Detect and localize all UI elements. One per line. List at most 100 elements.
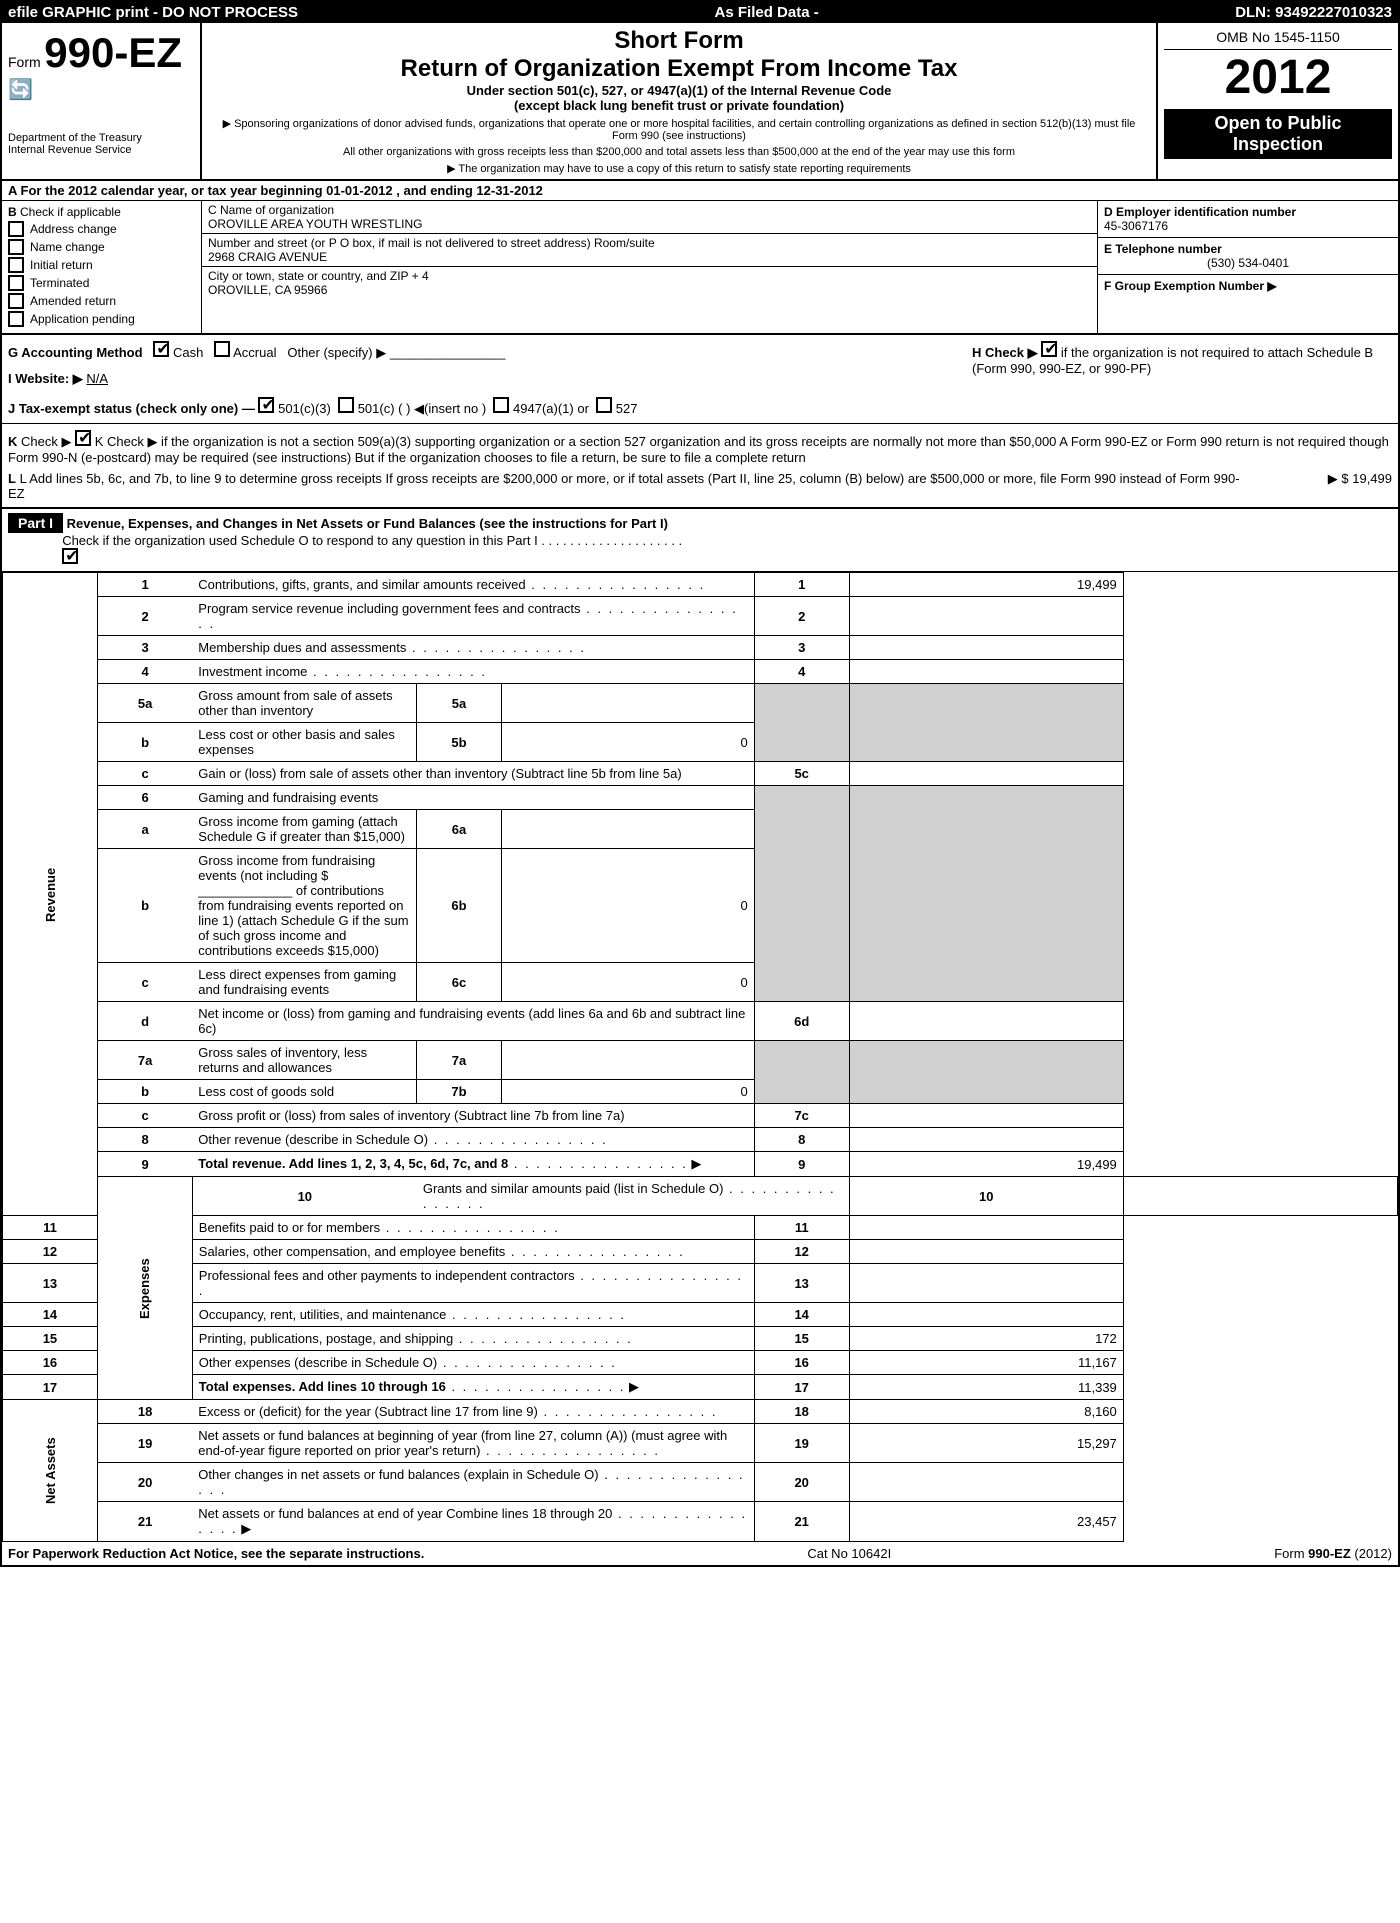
side-expenses: Expenses: [97, 1177, 192, 1400]
part-1-label: Part I: [8, 513, 63, 533]
line-17-desc: Total expenses. Add lines 10 through 16: [199, 1379, 446, 1394]
line-16-desc: Other expenses (describe in Schedule O): [199, 1355, 437, 1370]
check-501c[interactable]: [338, 397, 354, 413]
line-19-value: 15,297: [849, 1424, 1123, 1463]
line-7a-desc: Gross sales of inventory, less returns a…: [198, 1045, 367, 1075]
group-exemption: F Group Exemption Number ▶: [1104, 279, 1392, 293]
line-3-desc: Membership dues and assessments: [198, 640, 406, 655]
entity-grid: B Check if applicable Address change Nam…: [2, 201, 1398, 335]
line-6c-desc: Less direct expenses from gaming and fun…: [198, 967, 396, 997]
check-k[interactable]: [75, 430, 91, 446]
line-5c-desc: Gain or (loss) from sale of assets other…: [198, 766, 681, 781]
subtitle-1: Under section 501(c), 527, or 4947(a)(1)…: [212, 83, 1146, 98]
tax-exempt-label: J Tax-exempt status (check only one) —: [8, 401, 255, 416]
line-2-desc: Program service revenue including govern…: [198, 601, 580, 616]
line-5b-value: 0: [501, 723, 754, 762]
header-mid: Short Form Return of Organization Exempt…: [202, 23, 1158, 179]
form-prefix: Form: [8, 54, 41, 70]
city-label: City or town, state or country, and ZIP …: [208, 269, 1091, 283]
section-c: C Name of organization OROVILLE AREA YOU…: [202, 201, 1098, 333]
side-netassets: Net Assets: [3, 1400, 98, 1542]
ein-label: D Employer identification number: [1104, 205, 1392, 219]
check-terminated[interactable]: Terminated: [8, 275, 195, 291]
inst-1: ▶ Sponsoring organizations of donor advi…: [212, 117, 1146, 142]
line-5a-desc: Gross amount from sale of assets other t…: [198, 688, 392, 718]
line-5b-desc: Less cost or other basis and sales expen…: [198, 727, 395, 757]
open-line2: Inspection: [1168, 134, 1388, 155]
short-form-label: Short Form: [212, 27, 1146, 55]
header-left: Form 990-EZ 🔄 Department of the Treasury…: [2, 23, 202, 179]
line-7b-value: 0: [501, 1080, 754, 1104]
lines-table: Revenue 1 Contributions, gifts, grants, …: [2, 572, 1398, 1542]
part-1-header: Part I Revenue, Expenses, and Changes in…: [2, 509, 1398, 572]
check-amended[interactable]: Amended return: [8, 293, 195, 309]
k-text: K Check ▶ if the organization is not a s…: [8, 434, 1389, 465]
line-7b-desc: Less cost of goods sold: [198, 1084, 334, 1099]
phone-label: E Telephone number: [1104, 242, 1392, 256]
section-b: B Check if applicable Address change Nam…: [2, 201, 202, 333]
return-title: Return of Organization Exempt From Incom…: [212, 55, 1146, 83]
line-21-value: 23,457: [849, 1502, 1123, 1542]
check-4947[interactable]: [493, 397, 509, 413]
dept-irs: Internal Revenue Service: [8, 144, 194, 156]
footer-left: For Paperwork Reduction Act Notice, see …: [8, 1546, 424, 1561]
check-schedule-o[interactable]: [62, 548, 78, 564]
city-value: OROVILLE, CA 95966: [208, 283, 1091, 297]
line-4-desc: Investment income: [198, 664, 307, 679]
line-16-value: 11,167: [849, 1351, 1123, 1375]
line-18-value: 8,160: [849, 1400, 1123, 1424]
line-1-desc: Contributions, gifts, grants, and simila…: [198, 577, 525, 592]
line-21-desc: Net assets or fund balances at end of ye…: [198, 1506, 612, 1521]
check-name-change[interactable]: Name change: [8, 239, 195, 255]
form-990ez: efile GRAPHIC print - DO NOT PROCESS As …: [0, 0, 1400, 1567]
other-specify: Other (specify) ▶: [287, 345, 386, 360]
topbar-left: efile GRAPHIC print - DO NOT PROCESS: [8, 4, 298, 21]
line-7c-desc: Gross profit or (loss) from sales of inv…: [198, 1108, 624, 1123]
line-6a-desc: Gross income from gaming (attach Schedul…: [198, 814, 405, 844]
line-6c-value: 0: [501, 963, 754, 1002]
check-initial-return[interactable]: Initial return: [8, 257, 195, 273]
check-cash[interactable]: [153, 341, 169, 357]
subtitle-2: (except black lung benefit trust or priv…: [212, 98, 1146, 113]
line-6b-desc: Gross income from fundraising events (no…: [198, 853, 408, 958]
check-527[interactable]: [596, 397, 612, 413]
line-15-value: 172: [849, 1327, 1123, 1351]
dept-treasury: Department of the Treasury: [8, 132, 194, 144]
line-9-desc: Total revenue. Add lines 1, 2, 3, 4, 5c,…: [198, 1156, 508, 1171]
check-address-change[interactable]: Address change: [8, 221, 195, 237]
check-501c3[interactable]: [258, 397, 274, 413]
open-line1: Open to Public: [1168, 113, 1388, 134]
omb-number: OMB No 1545-1150: [1164, 29, 1392, 50]
check-accrual[interactable]: [214, 341, 230, 357]
org-name: OROVILLE AREA YOUTH WRESTLING: [208, 217, 1091, 231]
org-name-label: C Name of organization: [208, 203, 1091, 217]
line-14-desc: Occupancy, rent, utilities, and maintena…: [199, 1307, 447, 1322]
line-6-desc: Gaming and fundraising events: [198, 790, 378, 805]
methods-section: G Accounting Method Cash Accrual Other (…: [2, 335, 1398, 424]
line-11-desc: Benefits paid to or for members: [199, 1220, 380, 1235]
footer: For Paperwork Reduction Act Notice, see …: [2, 1542, 1398, 1565]
part-1-sub: Check if the organization used Schedule …: [62, 533, 682, 548]
check-schedule-b[interactable]: [1041, 341, 1057, 357]
line-9-value: 19,499: [849, 1152, 1123, 1177]
inst-3: ▶ The organization may have to use a cop…: [212, 162, 1146, 175]
open-to-public: Open to Public Inspection: [1164, 109, 1392, 159]
line-15-desc: Printing, publications, postage, and shi…: [199, 1331, 453, 1346]
topbar-right: DLN: 93492227010323: [1235, 4, 1392, 21]
section-def: D Employer identification number 45-3067…: [1098, 201, 1398, 333]
l-value: ▶ $ 19,499: [1242, 471, 1392, 501]
form-number: 990-EZ: [44, 29, 182, 76]
inst-2: All other organizations with gross recei…: [212, 146, 1146, 158]
website-label: I Website: ▶: [8, 371, 83, 386]
check-application-pending[interactable]: Application pending: [8, 311, 195, 327]
street-value: 2968 CRAIG AVENUE: [208, 250, 1091, 264]
line-1-value: 19,499: [849, 573, 1123, 597]
part-1-title: Revenue, Expenses, and Changes in Net As…: [67, 516, 668, 531]
street-label: Number and street (or P O box, if mail i…: [208, 236, 1091, 250]
line-6b-value: 0: [501, 849, 754, 963]
website-value: N/A: [86, 371, 108, 386]
line-13-desc: Professional fees and other payments to …: [199, 1268, 575, 1283]
line-10-desc: Grants and similar amounts paid (list in…: [423, 1181, 724, 1196]
section-b-label: B: [8, 205, 17, 219]
ein-value: 45-3067176: [1104, 219, 1392, 233]
